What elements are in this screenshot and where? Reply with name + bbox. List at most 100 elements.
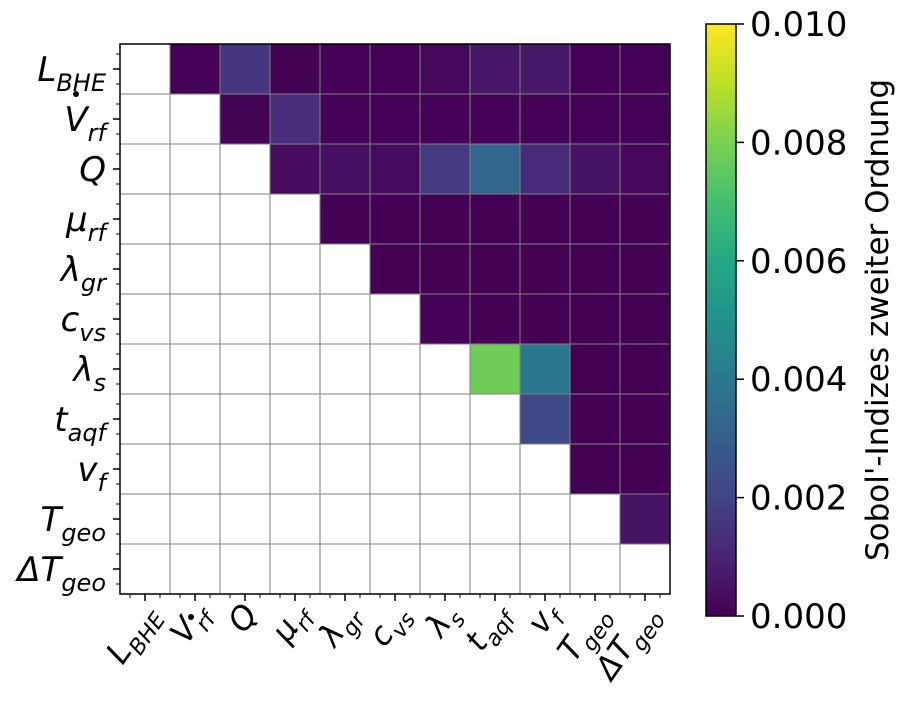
heatmap-cell-r6-c3 [270,344,321,395]
heatmap-cell-r2-c4 [320,144,371,195]
heatmap-cell-r4-c3 [270,244,321,295]
heatmap-cell-r2-c9 [570,144,621,195]
heatmap-cell-r10-c3 [270,544,321,595]
heatmap-cell-r8-c10 [620,444,671,495]
col-tick-label-1: Vrf [162,594,223,654]
col-dot-accent [188,614,194,620]
heatmap-cell-r6-c5 [370,344,421,395]
heatmap-cell-r3-c2 [220,194,271,245]
heatmap-grid [120,44,670,594]
heatmap-cell-r10-c1 [170,544,221,595]
heatmap-cell-r1-c2 [220,94,271,145]
heatmap-cell-r9-c6 [420,494,471,545]
col-tick-label-5: cvs [360,597,421,657]
heatmap-cell-r2-c8 [520,144,571,195]
heatmap-cell-r1-c5 [370,94,421,145]
heatmap-cell-r9-c5 [370,494,421,545]
heatmap-cell-r0-c3 [270,44,321,95]
heatmap-cell-r6-c2 [220,344,271,395]
heatmap-cell-r3-c4 [320,194,371,245]
row-tick-label-10: ΔTgeo [14,550,106,597]
heatmap-cell-r10-c0 [120,544,171,595]
heatmap-cell-r9-c1 [170,494,221,545]
heatmap-cell-r8-c6 [420,444,471,495]
row-tick-label-7: taqf [54,400,109,447]
heatmap-cell-r5-c5 [370,294,421,345]
heatmap-cell-r3-c7 [470,194,521,245]
heatmap-cell-r4-c2 [220,244,271,295]
col-tick-label-6: λs [416,597,471,649]
heatmap-cell-r0-c1 [170,44,221,95]
row-tick-label-9: Tgeo [41,500,106,547]
heatmap-cell-r7-c3 [270,394,321,445]
heatmap-cell-r6-c10 [620,344,671,395]
heatmap-cell-r3-c1 [170,194,221,245]
heatmap-cell-r4-c9 [570,244,621,295]
heatmap-cell-r10-c8 [520,544,571,595]
heatmap-cell-r3-c10 [620,194,671,245]
heatmap-cell-r6-c9 [570,344,621,395]
heatmap-cell-r9-c2 [220,494,271,545]
colorbar-tick-label-5: 0.010 [750,5,847,45]
heatmap-cell-r5-c6 [420,294,471,345]
heatmap-cell-r9-c9 [570,494,621,545]
heatmap-cell-r10-c6 [420,544,471,595]
heatmap-cell-r8-c5 [370,444,421,495]
heatmap-cell-r5-c10 [620,294,671,345]
row-tick-label-3: μrf [65,200,110,247]
heatmap-cell-r9-c3 [270,494,321,545]
row-tick-label-8: vf [77,450,109,497]
row-dot-accent [73,91,79,97]
heatmap-cell-r7-c6 [420,394,471,445]
col-tick-label-2: Q [220,597,266,639]
heatmap-cell-r5-c1 [170,294,221,345]
heatmap-cell-r7-c1 [170,394,221,445]
col-tick-label-7: taqf [457,594,523,662]
colorbar-tick-label-2: 0.004 [750,360,847,400]
heatmap-cell-r2-c0 [120,144,171,195]
heatmap-cell-r7-c10 [620,394,671,445]
heatmap-cell-r6-c6 [420,344,471,395]
heatmap-cell-r4-c4 [320,244,371,295]
heatmap-cell-r0-c7 [470,44,521,95]
row-tick-label-6: λs [71,350,106,397]
heatmap-cell-r0-c2 [220,44,271,95]
heatmap-cell-r7-c2 [220,394,271,445]
heatmap-cell-r5-c3 [270,294,321,345]
heatmap-cell-r7-c9 [570,394,621,445]
heatmap-cell-r5-c2 [220,294,271,345]
heatmap-cell-r7-c7 [470,394,521,445]
heatmap-cell-r0-c9 [570,44,621,95]
heatmap-cell-r1-c4 [320,94,371,145]
colorbar-tick-label-3: 0.006 [750,242,847,282]
heatmap-cell-r1-c0 [120,94,171,145]
heatmap-cell-r5-c8 [520,294,571,345]
heatmap-cell-r4-c5 [370,244,421,295]
heatmap-cell-r1-c6 [420,94,471,145]
heatmap-cell-r1-c10 [620,94,671,145]
heatmap-cell-r0-c0 [120,44,171,95]
heatmap-cell-r4-c10 [620,244,671,295]
heatmap-cell-r9-c8 [520,494,571,545]
heatmap-cell-r2-c1 [170,144,221,195]
heatmap-cell-r9-c7 [470,494,521,545]
row-tick-label-5: cvs [61,300,106,347]
heatmap-cell-r2-c2 [220,144,271,195]
heatmap-cell-r10-c4 [320,544,371,595]
heatmap-cell-r9-c4 [320,494,371,545]
heatmap-cell-r10-c10 [620,544,671,595]
heatmap-cell-r8-c4 [320,444,371,495]
heatmap-cell-r1-c3 [270,94,321,145]
row-tick-label-0: LBHE [37,50,106,97]
colorbar-tick-label-4: 0.008 [750,123,847,163]
heatmap-cell-r10-c5 [370,544,421,595]
heatmap-cell-r4-c6 [420,244,471,295]
heatmap-cell-r0-c4 [320,44,371,95]
col-tick-label-0: LBHE [98,597,171,675]
heatmap-cell-r5-c7 [470,294,521,345]
colorbar-gradient [705,23,737,617]
heatmap-cell-r7-c8 [520,394,571,445]
colorbar-ticks: 0.000 0.002 0.004 0.006 0.008 0.010 [736,5,847,637]
